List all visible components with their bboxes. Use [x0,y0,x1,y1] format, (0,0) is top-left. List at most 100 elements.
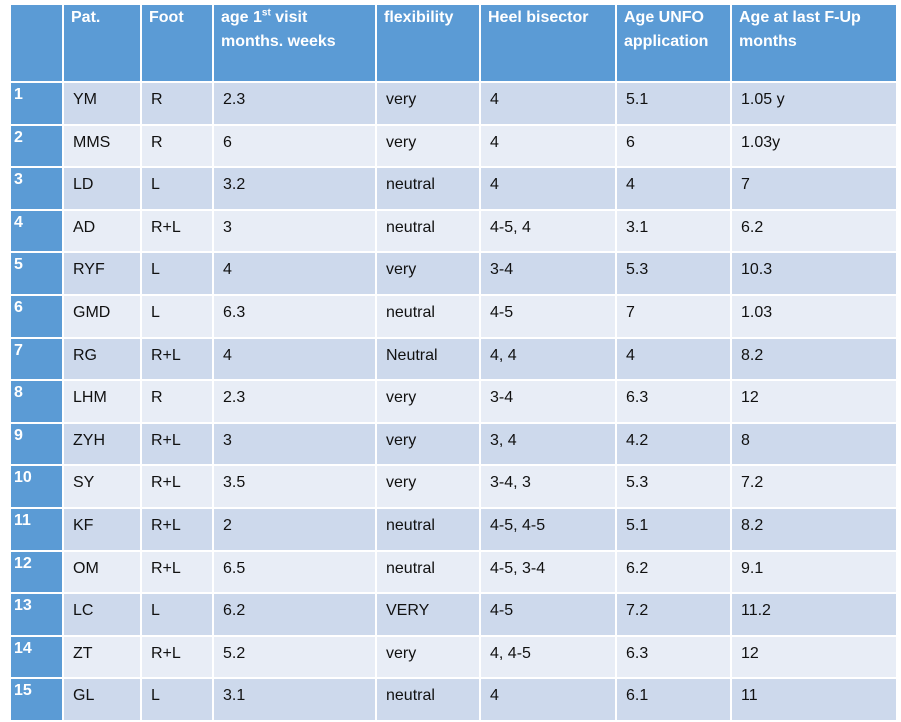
cell-flexibility: neutral [375,166,481,211]
cell-foot: R [140,81,214,126]
cell-age-first-visit: 3 [212,421,377,467]
cell-foot: L [140,592,214,637]
row-number: 13 [9,592,64,637]
header-age-last-followup: Age at last F-Up months [730,3,898,83]
cell-foot: L [140,293,214,339]
table-row: 10 SY R+L 3.5 very 3-4, 3 5.3 7.2 [9,464,898,509]
cell-age-first-visit: 6.3 [212,293,377,339]
cell-age-unfo: 5.1 [615,81,732,126]
cell-flexibility: neutral [375,549,481,595]
cell-flexibility: very [375,634,481,680]
table-row: 8 LHM R 2.3 very 3-4 6.3 12 [9,379,898,424]
cell-age-unfo: 4.2 [615,421,732,467]
cell-age-unfo: 7 [615,293,732,339]
header-foot: Foot [140,3,214,83]
cell-patient: LC [62,592,142,637]
cell-patient: ZYH [62,421,142,467]
row-number: 3 [9,166,64,211]
cell-foot: R+L [140,421,214,467]
cell-age-last-followup: 6.2 [730,208,898,254]
table-row: 4 AD R+L 3 neutral 4-5, 4 3.1 6.2 [9,208,898,254]
table-row: 7 RG R+L 4 Neutral 4, 4 4 8.2 [9,336,898,382]
row-number: 7 [9,336,64,382]
header-age-first-visit-post: visit months. weeks [221,9,336,50]
cell-age-last-followup: 12 [730,634,898,680]
table-body: 1 YM R 2.3 very 4 5.1 1.05 y 2 MMS R 6 very 4 6 1.03y 3… [9,81,898,722]
table-row: 13 LC L 6.2 VERY 4-5 7.2 11.2 [9,592,898,637]
cell-heel-bisector: 3, 4 [479,421,617,467]
cell-age-last-followup: 8 [730,421,898,467]
cell-flexibility: very [375,421,481,467]
table-row: 15 GL L 3.1 neutral 4 6.1 11 [9,677,898,722]
cell-heel-bisector: 4-5 [479,293,617,339]
cell-patient: LHM [62,379,142,424]
cell-age-unfo: 6 [615,123,732,169]
header-age-first-visit: age 1st visit months. weeks [212,3,377,83]
cell-heel-bisector: 3-4 [479,379,617,424]
cell-flexibility: VERY [375,592,481,637]
row-number: 6 [9,293,64,339]
cell-heel-bisector: 4 [479,123,617,169]
cell-patient: MMS [62,123,142,169]
cell-patient: RG [62,336,142,382]
cell-heel-bisector: 4-5, 4-5 [479,506,617,552]
cell-age-first-visit: 2.3 [212,379,377,424]
cell-age-last-followup: 10.3 [730,251,898,296]
table-row: 5 RYF L 4 very 3-4 5.3 10.3 [9,251,898,296]
table-row: 6 GMD L 6.3 neutral 4-5 7 1.03 [9,293,898,339]
cell-age-unfo: 4 [615,336,732,382]
cell-flexibility: neutral [375,677,481,722]
table-row: 14 ZT R+L 5.2 very 4, 4-5 6.3 12 [9,634,898,680]
cell-foot: L [140,251,214,296]
cell-age-first-visit: 6 [212,123,377,169]
table-row: 12 OM R+L 6.5 neutral 4-5, 3-4 6.2 9.1 [9,549,898,595]
cell-foot: L [140,166,214,211]
cell-flexibility: very [375,251,481,296]
cell-age-unfo: 5.1 [615,506,732,552]
cell-age-unfo: 6.3 [615,379,732,424]
cell-age-unfo: 5.3 [615,464,732,509]
cell-flexibility: very [375,379,481,424]
cell-patient: LD [62,166,142,211]
header-patient: Pat. [62,3,142,83]
cell-flexibility: neutral [375,506,481,552]
cell-heel-bisector: 4, 4 [479,336,617,382]
cell-age-unfo: 4 [615,166,732,211]
row-number: 10 [9,464,64,509]
cell-age-last-followup: 9.1 [730,549,898,595]
cell-foot: R [140,379,214,424]
cell-flexibility: very [375,464,481,509]
cell-foot: R+L [140,634,214,680]
cell-patient: SY [62,464,142,509]
cell-heel-bisector: 4 [479,81,617,126]
patient-data-table: Pat. Foot age 1st visit months. weeks fl… [9,3,898,722]
cell-foot: R+L [140,208,214,254]
cell-age-last-followup: 11 [730,677,898,722]
cell-age-last-followup: 1.05 y [730,81,898,126]
cell-heel-bisector: 4-5, 3-4 [479,549,617,595]
row-number: 14 [9,634,64,680]
cell-age-first-visit: 6.5 [212,549,377,595]
cell-age-unfo: 6.2 [615,549,732,595]
cell-age-first-visit: 3.5 [212,464,377,509]
cell-flexibility: neutral [375,208,481,254]
header-age-first-visit-pre: age 1 [221,9,262,26]
cell-heel-bisector: 3-4, 3 [479,464,617,509]
cell-flexibility: neutral [375,293,481,339]
cell-patient: GL [62,677,142,722]
table-row: 11 KF R+L 2 neutral 4-5, 4-5 5.1 8.2 [9,506,898,552]
cell-foot: L [140,677,214,722]
cell-foot: R+L [140,464,214,509]
cell-age-unfo: 6.1 [615,677,732,722]
cell-age-last-followup: 12 [730,379,898,424]
cell-age-unfo: 7.2 [615,592,732,637]
cell-patient: GMD [62,293,142,339]
row-number: 12 [9,549,64,595]
cell-age-first-visit: 4 [212,251,377,296]
header-row: Pat. Foot age 1st visit months. weeks fl… [9,3,898,83]
cell-patient: KF [62,506,142,552]
cell-heel-bisector: 4, 4-5 [479,634,617,680]
cell-age-first-visit: 3.1 [212,677,377,722]
cell-age-first-visit: 2 [212,506,377,552]
header-age-unfo: Age UNFO application [615,3,732,83]
